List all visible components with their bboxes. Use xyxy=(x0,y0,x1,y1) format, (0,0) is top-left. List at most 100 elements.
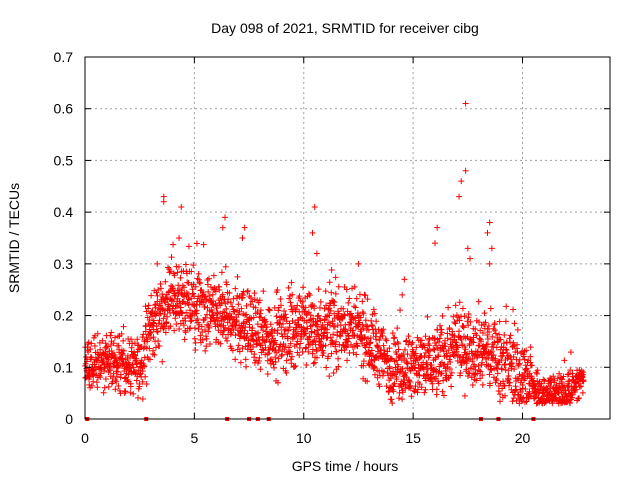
data-point xyxy=(438,329,445,336)
data-point xyxy=(301,326,308,333)
data-point xyxy=(400,373,407,380)
data-point xyxy=(444,352,451,359)
data-point xyxy=(554,388,561,395)
data-point xyxy=(164,313,171,320)
data-point xyxy=(275,355,282,362)
data-point xyxy=(351,332,358,339)
data-point xyxy=(112,386,119,393)
data-point xyxy=(447,353,454,360)
data-point xyxy=(178,287,185,294)
data-point xyxy=(235,342,242,349)
data-point xyxy=(257,307,264,314)
data-point xyxy=(416,380,423,387)
data-point xyxy=(453,348,460,355)
data-point xyxy=(456,299,463,306)
data-point-peak xyxy=(434,224,441,231)
data-point xyxy=(493,365,500,372)
data-point xyxy=(209,291,216,298)
data-point xyxy=(102,340,109,347)
data-point xyxy=(360,362,367,369)
data-point-peak xyxy=(488,245,495,252)
data-point xyxy=(85,339,92,346)
data-point xyxy=(567,399,574,406)
data-point xyxy=(157,310,164,317)
data-point xyxy=(511,342,518,349)
data-point xyxy=(259,346,266,353)
data-point xyxy=(223,305,230,312)
data-point xyxy=(147,335,154,342)
data-point xyxy=(391,334,398,341)
data-point xyxy=(457,369,464,376)
data-point xyxy=(272,337,279,344)
data-point xyxy=(503,346,510,353)
data-point xyxy=(169,286,176,293)
data-point xyxy=(367,351,374,358)
data-point xyxy=(162,278,169,285)
data-point xyxy=(114,368,121,375)
data-point xyxy=(120,323,127,330)
data-point xyxy=(217,340,224,347)
data-point xyxy=(561,357,568,364)
data-point xyxy=(243,302,250,309)
data-point xyxy=(553,394,560,401)
data-point xyxy=(576,383,583,390)
data-point xyxy=(410,360,417,367)
data-point xyxy=(352,304,359,311)
data-point xyxy=(502,392,509,399)
data-point xyxy=(118,330,125,337)
data-point xyxy=(119,355,126,362)
data-point xyxy=(507,332,514,339)
x-tick-label: 10 xyxy=(296,430,312,446)
data-point xyxy=(269,332,276,339)
data-point xyxy=(195,293,202,300)
data-point xyxy=(437,370,444,377)
data-point xyxy=(278,353,285,360)
data-point xyxy=(416,371,423,378)
x-tick-label: 5 xyxy=(190,430,198,446)
data-point xyxy=(475,362,482,369)
data-point xyxy=(205,275,212,282)
data-point xyxy=(134,361,141,368)
plot-frame xyxy=(84,56,611,420)
data-point xyxy=(304,325,311,332)
data-point xyxy=(307,312,314,319)
data-point xyxy=(232,356,239,363)
data-point xyxy=(254,321,261,328)
data-point-peak xyxy=(458,178,465,185)
data-point xyxy=(333,338,340,345)
data-point xyxy=(448,369,455,376)
data-point xyxy=(190,290,197,297)
data-point xyxy=(459,305,466,312)
data-point xyxy=(403,337,410,344)
data-point xyxy=(134,394,141,401)
data-point xyxy=(491,327,498,334)
data-point xyxy=(523,347,530,354)
data-point xyxy=(115,382,122,389)
data-point xyxy=(373,318,380,325)
data-point xyxy=(272,358,279,365)
data-point xyxy=(146,345,153,352)
data-point xyxy=(142,373,149,380)
data-point-peak xyxy=(462,100,469,107)
data-point xyxy=(421,389,428,396)
data-point xyxy=(358,326,365,333)
data-point xyxy=(475,319,482,326)
data-point xyxy=(183,309,190,316)
data-point-peak xyxy=(178,203,185,210)
data-point xyxy=(361,333,368,340)
data-point xyxy=(155,286,162,293)
data-point xyxy=(566,378,573,385)
y-axis-label: SRMTID / TECUs xyxy=(6,183,22,293)
data-point xyxy=(285,344,292,351)
data-point xyxy=(100,389,107,396)
data-point xyxy=(130,364,137,371)
data-point xyxy=(119,350,126,357)
data-point xyxy=(188,268,195,275)
data-point xyxy=(277,316,284,323)
data-point-peak xyxy=(464,245,471,252)
data-point xyxy=(482,319,489,326)
data-point xyxy=(346,295,353,302)
data-point xyxy=(471,363,478,370)
data-point xyxy=(515,375,522,382)
data-point xyxy=(401,355,408,362)
